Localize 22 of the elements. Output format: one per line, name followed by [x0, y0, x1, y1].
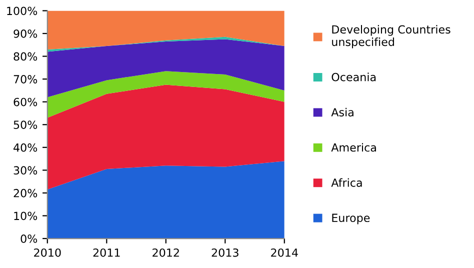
- y-tick-label: 0%: [20, 234, 38, 243]
- y-tick-label: 40%: [14, 143, 38, 152]
- y-tick-label: 30%: [14, 166, 38, 175]
- legend-label: Developing Countries unspecified: [332, 25, 450, 48]
- legend-label: America: [331, 143, 376, 152]
- y-tick-label: 90%: [14, 29, 38, 38]
- y-tick-label: 70%: [14, 75, 38, 84]
- y-tick-label: 100%: [7, 6, 38, 16]
- x-tick-label: 2014: [271, 248, 298, 257]
- legend-label: Oceania: [332, 72, 376, 82]
- x-tick-label: 2010: [34, 248, 61, 257]
- legend-label: Africa: [331, 178, 362, 187]
- y-tick-label: 20%: [14, 188, 38, 198]
- x-tick-label: 2011: [93, 248, 120, 257]
- y-tick-label: 60%: [14, 98, 38, 106]
- y-tick-label: 80%: [14, 52, 38, 61]
- x-tick-label: 2013: [212, 248, 238, 257]
- legend-label: Asia: [331, 108, 354, 116]
- x-tick-label: 2012: [152, 248, 179, 257]
- y-tick-label: 10%: [14, 212, 38, 220]
- legend-label: Europe: [332, 214, 370, 224]
- y-tick-label: 50%: [14, 120, 38, 129]
